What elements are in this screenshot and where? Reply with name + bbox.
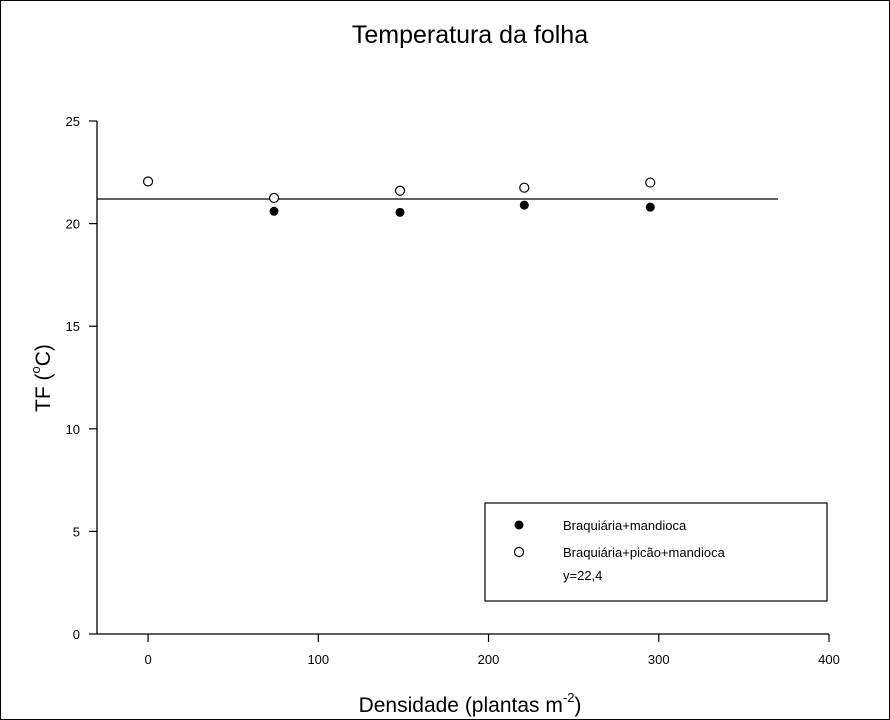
x-tick-label: 300	[648, 652, 670, 667]
data-point-open	[268, 192, 280, 204]
legend-label-series-2: Braquiária+picão+mandioca	[563, 545, 726, 560]
data-point-filled	[395, 207, 405, 217]
data-point-open	[519, 182, 530, 193]
y-tick-label: 0	[73, 627, 80, 642]
legend-marker-filled	[514, 520, 524, 530]
legend: Braquiária+mandioca Braquiária+picão+man…	[484, 502, 828, 602]
y-tick-label: 5	[73, 524, 80, 539]
data-point-open	[394, 185, 406, 196]
x-tick-label: 100	[307, 652, 329, 667]
data-point-filled	[645, 202, 655, 212]
legend-box	[484, 502, 828, 602]
y-tick-label: 25	[66, 114, 80, 129]
chart-title: Temperatura da folha	[352, 21, 588, 49]
axes: 0 100 200 300 400 0 5 10 15 20 25	[66, 114, 840, 667]
x-tick-label: 0	[144, 652, 151, 667]
y-tick-label: 10	[66, 422, 80, 437]
legend-label-series-1: Braquiária+mandioca	[563, 518, 687, 533]
x-axis-label: Densidade (plantas m-2)	[359, 690, 582, 717]
data-point-filled	[269, 206, 279, 216]
data-points	[142, 176, 656, 217]
y-tick-label: 15	[66, 319, 80, 334]
legend-label-fit: y=22,4	[563, 568, 602, 583]
data-point-open	[645, 177, 656, 188]
x-tick-label: 200	[478, 652, 500, 667]
y-tick-label: 20	[66, 217, 80, 232]
legend-marker-open	[513, 546, 525, 558]
y-axis-label: TF (oC)	[28, 344, 55, 412]
data-point-open	[142, 176, 154, 187]
x-tick-label: 400	[818, 652, 840, 667]
data-point-filled	[519, 200, 529, 210]
